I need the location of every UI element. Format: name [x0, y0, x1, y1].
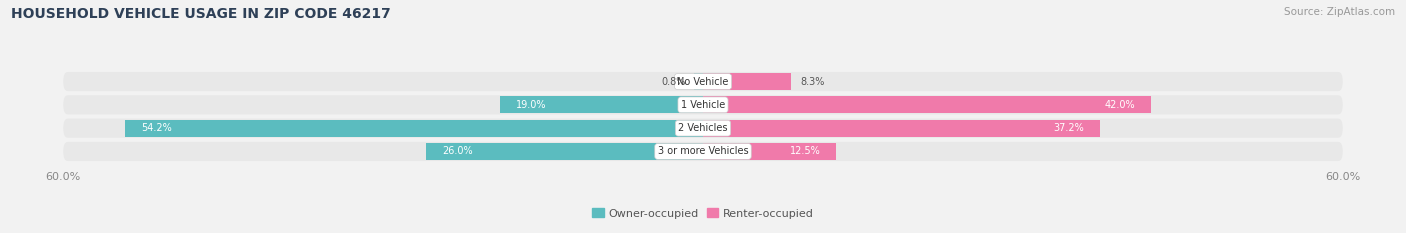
FancyBboxPatch shape [63, 95, 1343, 114]
Text: 19.0%: 19.0% [516, 100, 547, 110]
Text: Source: ZipAtlas.com: Source: ZipAtlas.com [1284, 7, 1395, 17]
FancyBboxPatch shape [125, 120, 703, 137]
FancyBboxPatch shape [703, 143, 837, 160]
Text: 1 Vehicle: 1 Vehicle [681, 100, 725, 110]
FancyBboxPatch shape [426, 143, 703, 160]
FancyBboxPatch shape [501, 96, 703, 113]
FancyBboxPatch shape [63, 119, 1343, 138]
Text: 2 Vehicles: 2 Vehicles [678, 123, 728, 133]
FancyBboxPatch shape [63, 72, 1343, 91]
Text: HOUSEHOLD VEHICLE USAGE IN ZIP CODE 46217: HOUSEHOLD VEHICLE USAGE IN ZIP CODE 4621… [11, 7, 391, 21]
Text: 42.0%: 42.0% [1104, 100, 1135, 110]
Text: 0.8%: 0.8% [662, 77, 686, 86]
Text: 3 or more Vehicles: 3 or more Vehicles [658, 147, 748, 156]
FancyBboxPatch shape [703, 96, 1152, 113]
Text: 54.2%: 54.2% [141, 123, 172, 133]
FancyBboxPatch shape [695, 73, 703, 90]
Text: 8.3%: 8.3% [800, 77, 824, 86]
FancyBboxPatch shape [63, 142, 1343, 161]
FancyBboxPatch shape [703, 73, 792, 90]
Text: 37.2%: 37.2% [1053, 123, 1084, 133]
FancyBboxPatch shape [703, 120, 1099, 137]
Text: No Vehicle: No Vehicle [678, 77, 728, 86]
Legend: Owner-occupied, Renter-occupied: Owner-occupied, Renter-occupied [592, 208, 814, 219]
Text: 12.5%: 12.5% [790, 147, 820, 156]
Text: 26.0%: 26.0% [441, 147, 472, 156]
